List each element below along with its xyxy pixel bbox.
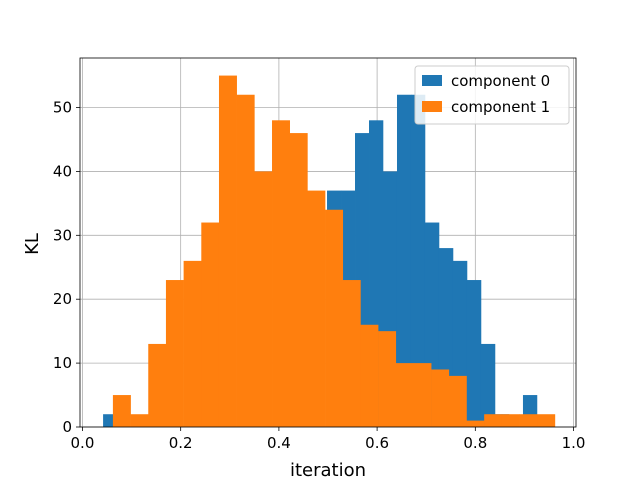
x-tick-label-1: 0.2: [169, 434, 193, 452]
bar-series-1-bin-21: [484, 414, 503, 427]
y-tick-label-5: 50: [53, 99, 72, 117]
legend-swatch-1: [422, 101, 442, 112]
y-tick-label-0: 0: [62, 418, 72, 436]
x-axis-label: iteration: [290, 460, 366, 480]
bar-series-0-bin-21: [396, 94, 412, 427]
y-axis-ticks: 0 10 20 30 40 50: [53, 99, 80, 436]
x-tick-label-4: 0.8: [463, 434, 487, 452]
bar-series-1-bin-2: [148, 343, 167, 427]
bar-series-0-bin-27: [480, 343, 496, 427]
bar-series-0-bin-26: [466, 280, 482, 427]
bar-series-1-bin-24: [537, 414, 556, 427]
bar-series-1-bin-5: [201, 222, 220, 427]
histogram-bars: [103, 75, 556, 428]
x-axis-ticks: 0.0 0.2 0.4 0.6 0.8 1.0: [71, 427, 586, 452]
bar-series-1-bin-4: [183, 260, 202, 427]
bar-series-1-bin-20: [466, 420, 485, 427]
bar-series-1-bin-15: [378, 331, 397, 427]
legend-box: [414, 65, 570, 125]
plot-frame: [79, 57, 577, 428]
legend: component 0 component 1: [414, 65, 570, 125]
bar-series-1-bin-17: [413, 363, 432, 427]
series-1-bars: [112, 75, 556, 428]
bar-series-1-bin-14: [360, 324, 379, 427]
x-tick-label-2: 0.4: [267, 434, 291, 452]
legend-swatch-0: [422, 75, 442, 86]
bar-series-1-bin-1: [130, 414, 149, 427]
bar-series-1-bin-3: [165, 280, 184, 427]
legend-label-0: component 0: [451, 72, 550, 90]
bar-series-1-bin-22: [501, 414, 520, 427]
bar-series-0-bin-22: [410, 94, 426, 427]
bar-series-1-bin-8: [254, 171, 273, 427]
y-tick-label-4: 40: [53, 162, 72, 180]
bar-series-1-bin-23: [519, 414, 538, 427]
bar-series-1-bin-10: [289, 133, 308, 427]
bar-series-1-bin-12: [325, 209, 344, 427]
x-tick-label-5: 1.0: [562, 434, 586, 452]
bar-series-1-bin-7: [236, 94, 255, 427]
y-tick-label-2: 20: [53, 290, 72, 308]
bar-series-1-bin-0: [112, 395, 131, 427]
x-tick-label-3: 0.6: [365, 434, 389, 452]
bar-series-1-bin-6: [218, 75, 237, 428]
bar-series-1-bin-13: [342, 280, 361, 427]
bar-series-1-bin-18: [431, 369, 450, 427]
y-axis-label: KL: [22, 233, 43, 255]
y-tick-label-3: 30: [53, 226, 72, 244]
x-tick-label-0: 0.0: [71, 434, 95, 452]
bar-series-1-bin-9: [272, 120, 290, 427]
bar-series-1-bin-16: [395, 363, 414, 427]
y-tick-label-1: 10: [53, 354, 72, 372]
legend-label-1: component 1: [451, 98, 550, 116]
bar-series-1-bin-11: [307, 190, 326, 427]
bar-series-1-bin-19: [448, 375, 467, 427]
